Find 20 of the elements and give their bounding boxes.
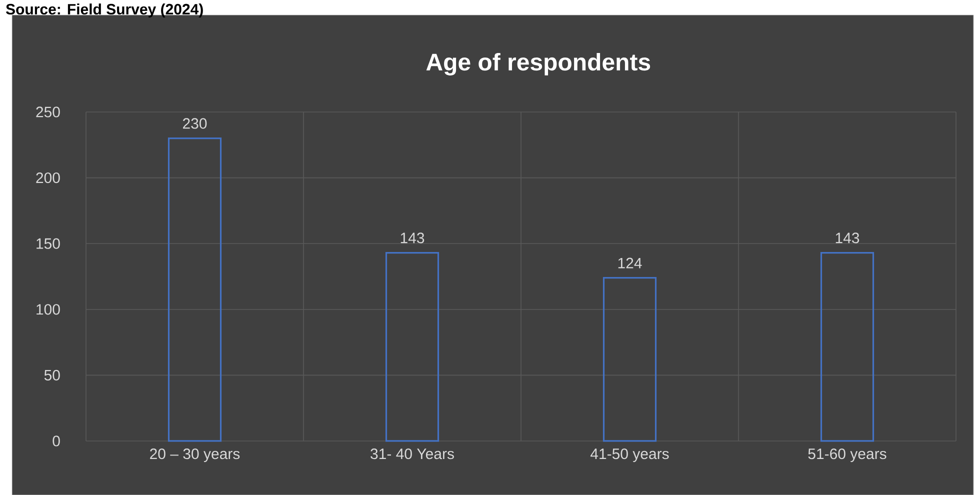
data-label: 124 <box>618 258 642 268</box>
x-tick-label: 20 – 30 years <box>150 448 240 462</box>
bar <box>602 277 657 442</box>
y-tick-label: 50 <box>44 370 60 380</box>
data-label: 143 <box>836 232 860 244</box>
chart-title: Age of respondents <box>426 52 650 76</box>
data-label: 143 <box>400 232 424 244</box>
bar <box>820 252 874 442</box>
bar <box>385 252 440 442</box>
x-tick-label: 41-50 years <box>590 448 669 462</box>
x-tick-label: 51-60 years <box>808 448 886 462</box>
y-tick-label: 150 <box>36 238 60 249</box>
bar <box>168 138 222 442</box>
y-tick-label: 200 <box>36 172 60 184</box>
x-tick-label: 31- 40 Years <box>370 448 454 460</box>
y-tick-label: 250 <box>36 106 60 118</box>
source-note: Source: Field Survey (2024) <box>6 4 203 18</box>
y-tick-label: 100 <box>36 304 60 315</box>
data-label: 230 <box>183 118 207 129</box>
y-tick-label: 0 <box>52 436 60 446</box>
